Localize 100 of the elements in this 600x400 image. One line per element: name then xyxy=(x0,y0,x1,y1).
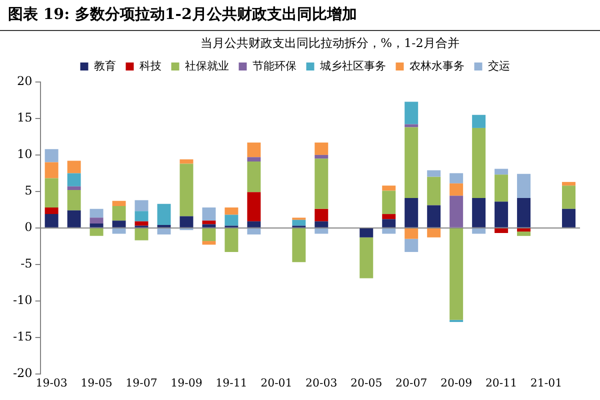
x-tick-label: 20-11 xyxy=(485,376,518,390)
bar xyxy=(112,206,126,221)
bar xyxy=(382,186,396,191)
x-tick-label: 20-05 xyxy=(350,376,382,390)
bar xyxy=(247,228,261,234)
bar xyxy=(450,320,464,322)
bar xyxy=(562,182,576,186)
bar xyxy=(44,207,58,214)
bar xyxy=(247,162,261,192)
bar xyxy=(247,192,261,222)
x-tick-label: 20-09 xyxy=(440,376,472,390)
bar xyxy=(90,218,104,224)
bar xyxy=(404,228,418,239)
bar xyxy=(314,221,328,228)
bar xyxy=(472,128,486,198)
bar xyxy=(404,102,418,124)
legend-label: 节能环保 xyxy=(252,59,296,72)
bar xyxy=(157,224,171,228)
bar xyxy=(157,228,171,234)
bar xyxy=(427,170,441,177)
y-tick-label: -10 xyxy=(12,292,32,307)
bar xyxy=(517,198,531,228)
legend-label: 交运 xyxy=(488,59,510,72)
bar xyxy=(427,176,441,206)
bar xyxy=(67,210,81,228)
bar xyxy=(247,142,261,158)
bar xyxy=(292,220,306,226)
bar xyxy=(517,228,531,232)
x-tick-label: 19-11 xyxy=(216,376,248,390)
legend-label: 城乡社区事务 xyxy=(318,59,386,72)
bar xyxy=(472,198,486,228)
bar xyxy=(450,228,464,320)
x-tick-label: 19-05 xyxy=(80,376,112,390)
bar xyxy=(314,228,328,234)
bar xyxy=(112,220,126,228)
chart-title: 图表 19: 多数分项拉动1-2月公共财政支出同比增加 xyxy=(0,0,600,31)
y-tick-label: 20 xyxy=(17,74,32,88)
bar xyxy=(202,220,216,224)
bar xyxy=(382,228,396,234)
x-tick-label: 20-03 xyxy=(306,376,338,390)
bar xyxy=(494,168,508,175)
legend-label: 农林水事务 xyxy=(409,59,464,72)
bar xyxy=(427,228,441,238)
bar xyxy=(562,186,576,209)
bar xyxy=(44,149,58,162)
bar xyxy=(427,205,441,228)
bar xyxy=(180,164,194,216)
y-tick-label: 0 xyxy=(24,220,32,234)
x-tick-label: 20-01 xyxy=(260,376,292,390)
bar xyxy=(67,160,81,174)
bar xyxy=(382,214,396,220)
bar xyxy=(360,237,374,278)
bar xyxy=(247,157,261,162)
chart-subtitle: 当月公共财政支出同比拉动拆分，%，1-2月合并 xyxy=(200,35,460,51)
bar xyxy=(472,228,486,234)
x-tick-label: 19-09 xyxy=(170,376,202,390)
bar xyxy=(404,127,418,198)
y-tick-label: -15 xyxy=(12,329,32,344)
bar xyxy=(44,214,58,228)
bar xyxy=(67,173,81,186)
bar xyxy=(90,228,104,236)
legend-label: 社保就业 xyxy=(184,59,229,72)
bar xyxy=(314,154,328,159)
bar xyxy=(314,142,328,155)
bar xyxy=(494,228,508,234)
bar xyxy=(67,186,81,190)
bar xyxy=(44,178,58,208)
bar xyxy=(494,202,508,228)
x-tick-label: 19-03 xyxy=(36,376,68,390)
bar xyxy=(202,228,216,242)
bar xyxy=(202,224,216,228)
bar xyxy=(112,228,126,234)
bar xyxy=(404,198,418,228)
bar xyxy=(134,221,148,226)
bar xyxy=(360,228,374,238)
bar xyxy=(517,174,531,198)
x-tick-label: 21-01 xyxy=(530,376,562,390)
bar xyxy=(450,196,464,228)
y-tick-label: 10 xyxy=(17,147,32,162)
bar xyxy=(134,200,148,212)
bar xyxy=(67,190,81,210)
x-tick-label: 19-07 xyxy=(126,376,158,390)
bar xyxy=(382,219,396,228)
bar xyxy=(90,224,104,228)
legend-label: 科技 xyxy=(139,59,162,72)
bar xyxy=(450,173,464,184)
bar xyxy=(180,159,194,164)
y-tick-label: -5 xyxy=(20,256,32,270)
bar xyxy=(202,207,216,221)
bar xyxy=(292,228,306,262)
y-tick-label: 15 xyxy=(17,110,32,125)
bar xyxy=(224,207,238,215)
bar xyxy=(180,216,194,228)
bar xyxy=(494,174,508,202)
bar xyxy=(44,162,58,178)
y-tick-label: 5 xyxy=(24,184,32,198)
bar xyxy=(224,214,238,226)
bar xyxy=(404,238,418,252)
bar xyxy=(157,204,171,225)
bar xyxy=(517,232,531,236)
